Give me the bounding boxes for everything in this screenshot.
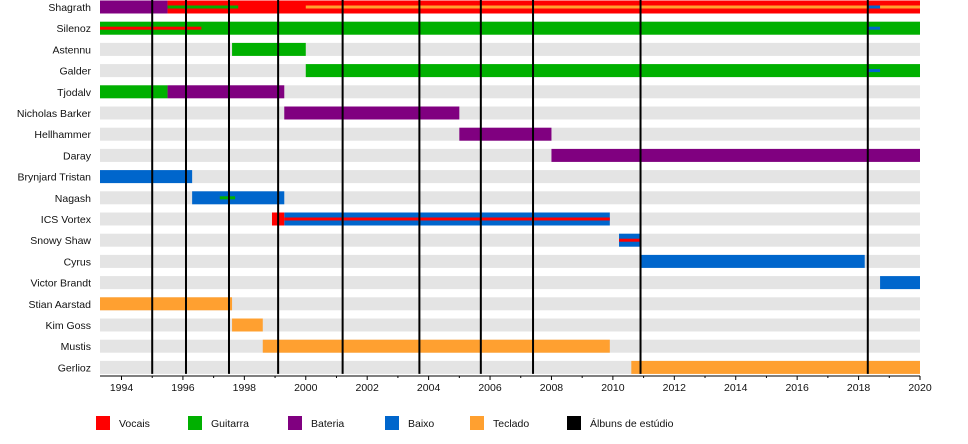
legend-swatch-bateria (288, 416, 302, 430)
row-stripe (100, 318, 920, 332)
member-bar-guitarra (100, 85, 168, 99)
member-name-label: Snowy Shaw (30, 235, 91, 247)
x-tick-label: 1998 (233, 382, 257, 394)
legend-swatch-vocais (96, 416, 110, 430)
row-stripe (100, 276, 920, 290)
member-bar-bateria (459, 127, 552, 141)
x-tick-label: 1996 (171, 382, 195, 394)
member-bar-teclado (232, 318, 263, 332)
member-bar-baixo (867, 5, 881, 9)
legend-label-baixo: Baixo (408, 418, 434, 430)
row-stripe (100, 191, 920, 205)
row-stripes (100, 0, 920, 374)
member-bar-bateria (167, 85, 285, 99)
x-tick-label: 2006 (478, 382, 502, 394)
legend-swatch-guitarra (188, 416, 202, 430)
member-bar-guitarra (219, 196, 236, 200)
member-bar-vocais (619, 238, 641, 242)
x-tick-label: 2000 (294, 382, 318, 394)
album-release-lines (151, 0, 869, 374)
member-name-label: Astennu (52, 44, 91, 56)
member-bar-bateria (551, 148, 920, 162)
row-stripe (100, 233, 920, 247)
member-name-label: Silenoz (57, 23, 91, 35)
row-stripe (100, 297, 920, 311)
member-bar-teclado (631, 360, 920, 374)
member-name-label: Gerlioz (58, 362, 91, 374)
member-bar-guitarra (167, 5, 239, 9)
member-bar-teclado (262, 339, 610, 353)
member-bars (100, 0, 920, 374)
member-name-label: Hellhammer (34, 129, 91, 141)
member-bar-baixo (640, 254, 865, 268)
legend-swatch-baixo (385, 416, 399, 430)
member-bar-vocais (100, 26, 202, 30)
x-tick-label: 2020 (908, 382, 932, 394)
member-bar-guitarra (232, 42, 306, 56)
member-name-labels: Shagrath Silenoz Astennu Galder Tjodalv Nicho… (17, 2, 92, 374)
member-name-label: Mustis (61, 341, 91, 353)
legend-label-vocais: Vocais (119, 418, 150, 430)
member-bar-vocais (284, 217, 610, 221)
legend-label-bateria: Bateria (311, 418, 344, 430)
member-name-label: Tjodalv (57, 87, 92, 99)
member-bar-teclado (100, 297, 233, 311)
x-tick-label: 2010 (601, 382, 625, 394)
member-name-label: Kim Goss (45, 320, 91, 332)
member-bar-bateria (100, 0, 168, 14)
member-name-label: Nagash (55, 193, 91, 205)
member-name-label: Daray (63, 150, 92, 162)
member-bar-guitarra (100, 21, 920, 35)
member-name-label: Cyrus (64, 256, 91, 268)
legend-swatch-albuns (567, 416, 581, 430)
member-name-label: Shagrath (48, 2, 91, 14)
member-bar-baixo (867, 69, 881, 73)
member-name-label: Nicholas Barker (17, 108, 92, 120)
x-tick-label: 2002 (356, 382, 380, 394)
member-bar-baixo (867, 26, 881, 30)
member-bar-teclado (305, 5, 920, 9)
member-name-label: Victor Brandt (30, 278, 91, 290)
member-bar-baixo (192, 191, 285, 205)
legend-label-guitarra: Guitarra (211, 418, 249, 430)
x-tick-label: 2004 (417, 382, 441, 394)
legend: Vocais Guitarra Bateria Baixo Teclado Álbuns … (96, 416, 674, 430)
member-bar-baixo (100, 170, 193, 184)
member-name-label: Brynjard Tristan (17, 172, 91, 184)
row-stripe (100, 85, 920, 99)
x-tick-label: 2014 (724, 382, 748, 394)
row-stripe (100, 170, 920, 184)
legend-label-albuns: Álbuns de estúdio (590, 417, 674, 430)
x-tick-label: 1994 (110, 382, 134, 394)
member-bar-guitarra (305, 64, 920, 78)
member-name-label: Stian Aarstad (29, 299, 92, 311)
member-bar-bateria (284, 106, 460, 120)
member-name-label: ICS Vortex (41, 214, 92, 226)
x-tick-label: 2012 (663, 382, 687, 394)
x-tick-label: 2008 (540, 382, 564, 394)
x-tick-label: 2016 (785, 382, 809, 394)
x-axis: 1994 1996 1998 2000 2002 2004 2006 2008 2010 2012… (100, 375, 932, 394)
row-stripe (100, 42, 920, 56)
legend-swatch-teclado (470, 416, 484, 430)
member-bar-baixo (880, 276, 920, 290)
member-name-label: Galder (59, 66, 91, 78)
x-tick-label: 2018 (847, 382, 871, 394)
legend-label-teclado: Teclado (493, 418, 529, 430)
row-stripe (100, 106, 920, 120)
